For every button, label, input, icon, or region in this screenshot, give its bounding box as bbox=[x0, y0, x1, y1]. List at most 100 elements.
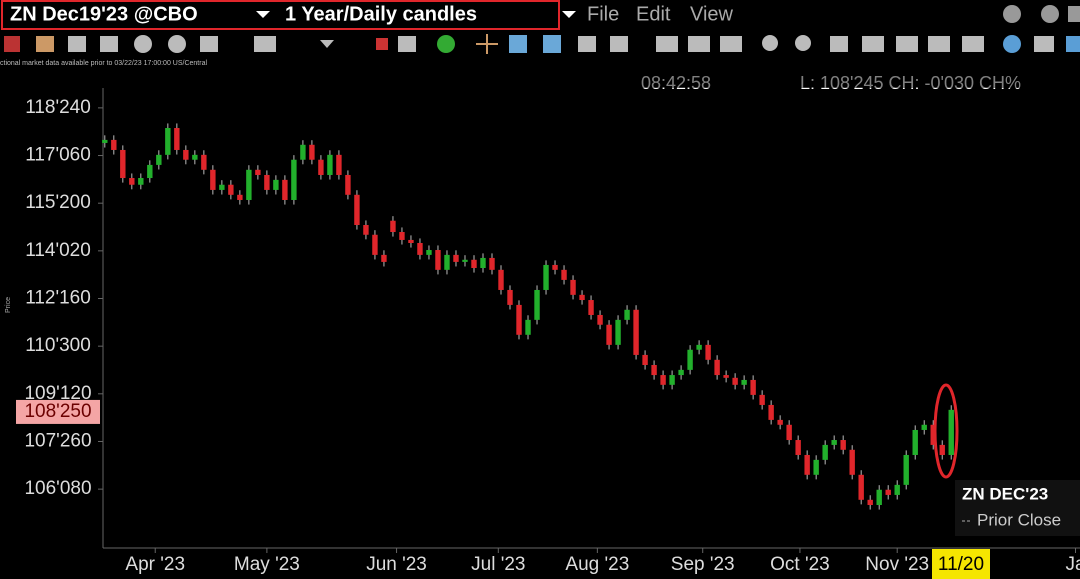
last-price-bg bbox=[16, 399, 100, 424]
menu-view[interactable]: View bbox=[690, 3, 734, 25]
candle-body bbox=[696, 344, 702, 350]
tool[interactable] bbox=[830, 36, 848, 52]
x-tick-label: Aug '23 bbox=[565, 554, 629, 575]
tool[interactable] bbox=[476, 34, 498, 54]
candle-body bbox=[219, 184, 225, 190]
cursor-date-bg bbox=[932, 549, 990, 579]
candle-body bbox=[174, 128, 180, 150]
tool[interactable] bbox=[398, 36, 416, 52]
candle-body bbox=[768, 404, 774, 420]
candle-body bbox=[813, 459, 819, 475]
tool[interactable] bbox=[795, 35, 811, 51]
candle-body bbox=[678, 369, 684, 376]
x-tick-label: Nov '23 bbox=[865, 554, 929, 575]
candle-body bbox=[552, 264, 558, 270]
candle-body bbox=[183, 149, 189, 160]
tool[interactable] bbox=[720, 36, 742, 52]
cursor-date: 11/20 bbox=[938, 554, 984, 575]
candle-body bbox=[120, 149, 126, 179]
candle-body bbox=[255, 169, 261, 175]
candle-body bbox=[210, 169, 216, 190]
legend-title: ZN DEC'23 bbox=[962, 484, 1048, 503]
tool[interactable] bbox=[543, 35, 561, 53]
tool[interactable] bbox=[962, 36, 984, 52]
tool[interactable] bbox=[437, 35, 455, 53]
tool[interactable] bbox=[320, 40, 334, 48]
candle-body bbox=[876, 489, 882, 505]
tool[interactable] bbox=[862, 36, 884, 52]
tool[interactable] bbox=[4, 36, 20, 52]
candle-body bbox=[561, 269, 567, 280]
tool[interactable] bbox=[1066, 36, 1080, 52]
tool[interactable] bbox=[200, 36, 218, 52]
candle-body bbox=[795, 440, 801, 455]
candle-body bbox=[417, 242, 423, 255]
candle-body bbox=[669, 375, 675, 385]
y-tick-label: 107'260 bbox=[24, 430, 91, 451]
chat-icon[interactable] bbox=[1003, 5, 1021, 23]
candle-body bbox=[498, 269, 504, 290]
tool[interactable] bbox=[896, 36, 918, 52]
tool[interactable] bbox=[610, 36, 628, 52]
tool[interactable] bbox=[928, 36, 950, 52]
tool[interactable] bbox=[762, 35, 778, 51]
y-tick-label: 106'080 bbox=[24, 478, 91, 499]
tool[interactable] bbox=[1003, 35, 1021, 53]
x-tick-label: Oct '23 bbox=[770, 554, 830, 575]
candle-body bbox=[777, 419, 783, 425]
settings-icon[interactable] bbox=[1041, 5, 1059, 23]
candle-body bbox=[642, 354, 648, 365]
candle-body bbox=[390, 220, 396, 233]
menu-file[interactable]: File bbox=[587, 3, 619, 25]
candle-body bbox=[597, 314, 603, 325]
candle-body bbox=[453, 254, 459, 262]
candle-body bbox=[273, 179, 279, 190]
tool[interactable] bbox=[656, 36, 678, 52]
info-mask bbox=[0, 70, 1080, 88]
candle-body bbox=[336, 154, 342, 175]
candle-body bbox=[741, 379, 747, 385]
x-tick-label: Jul '23 bbox=[471, 554, 525, 575]
candle-body bbox=[381, 254, 387, 262]
candle-body bbox=[102, 139, 108, 143]
candle-body bbox=[309, 144, 315, 160]
tool[interactable] bbox=[254, 36, 276, 52]
candle-body bbox=[687, 349, 693, 370]
candle-body bbox=[192, 154, 198, 160]
candle-body bbox=[651, 364, 657, 376]
tool[interactable] bbox=[578, 36, 596, 52]
period-dropdown[interactable] bbox=[562, 11, 576, 18]
candle-body bbox=[399, 232, 405, 240]
y-tick-label: 112'160 bbox=[25, 288, 91, 309]
tool[interactable] bbox=[688, 36, 710, 52]
x-tick-label: Jun '23 bbox=[366, 554, 427, 575]
period[interactable]: 1 Year/Daily candles bbox=[285, 3, 477, 25]
tool[interactable] bbox=[68, 36, 86, 52]
candle-body bbox=[246, 169, 252, 200]
candle-body bbox=[624, 309, 630, 320]
symbol[interactable]: ZN Dec19'23 @CBO bbox=[10, 3, 198, 25]
candle-body bbox=[885, 489, 891, 495]
symbol-dropdown[interactable] bbox=[256, 11, 270, 18]
candle-body bbox=[408, 239, 414, 243]
tool[interactable] bbox=[168, 35, 186, 53]
candle-body bbox=[759, 394, 765, 405]
candle-body bbox=[930, 424, 936, 445]
y-tick-label: 114'020 bbox=[25, 240, 91, 261]
candle-body bbox=[633, 309, 639, 355]
candle-body bbox=[444, 254, 450, 270]
tool[interactable] bbox=[1034, 36, 1054, 52]
candle-body bbox=[507, 289, 513, 305]
candle-body bbox=[228, 184, 234, 195]
tool[interactable] bbox=[36, 36, 54, 52]
tool[interactable] bbox=[134, 35, 152, 53]
candle-body bbox=[111, 139, 117, 150]
menu-edit[interactable]: Edit bbox=[636, 3, 671, 25]
tool[interactable] bbox=[509, 35, 527, 53]
candle-body bbox=[723, 375, 729, 378]
tool[interactable] bbox=[376, 38, 388, 50]
more-icon[interactable] bbox=[1068, 6, 1080, 22]
tool[interactable] bbox=[100, 36, 118, 52]
candle-body bbox=[534, 289, 540, 320]
